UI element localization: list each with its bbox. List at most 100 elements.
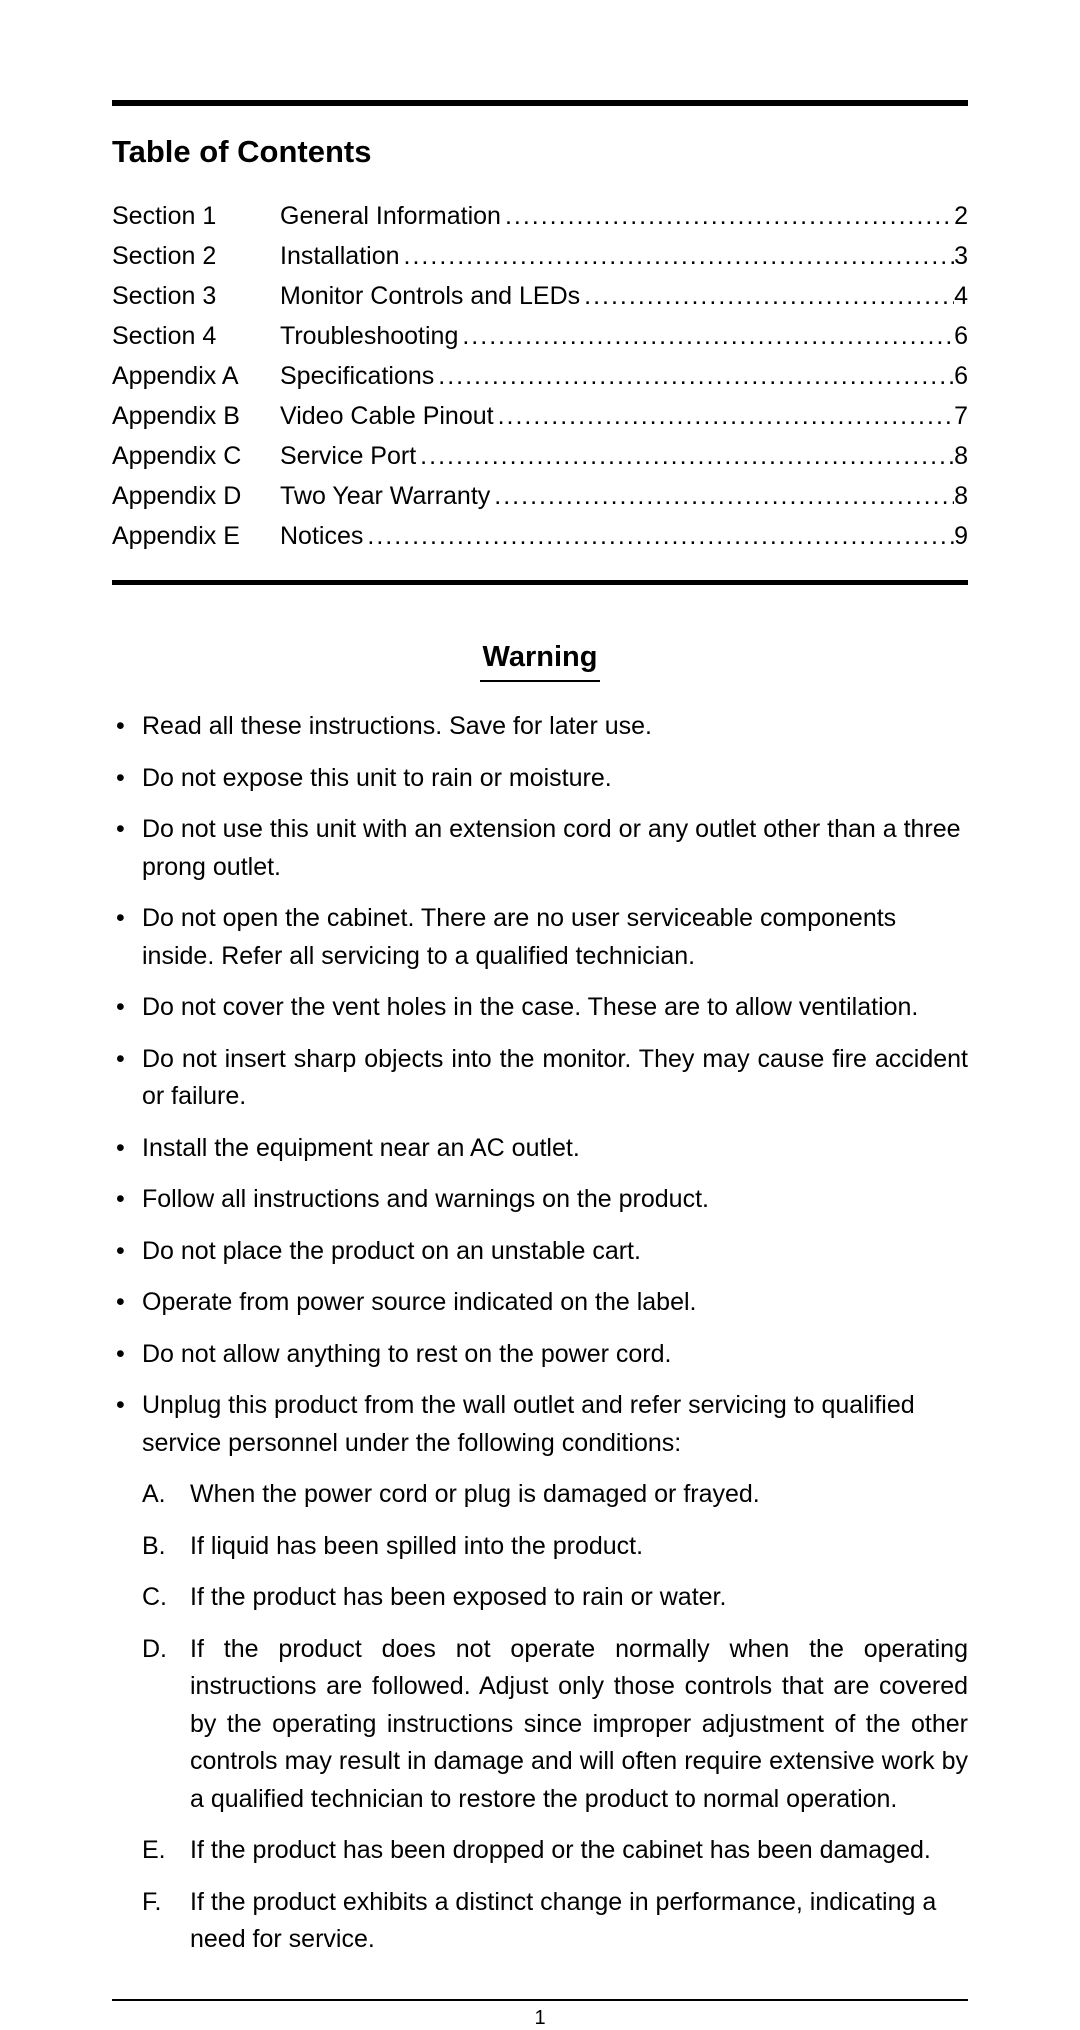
bullet-item: •Install the equipment near an AC outlet… xyxy=(112,1130,968,1168)
toc-row: Section 2Installation...................… xyxy=(112,236,968,276)
toc-row: Section 1General Information............… xyxy=(112,196,968,236)
sub-letter: B. xyxy=(142,1528,190,1566)
bullet-marker: • xyxy=(112,708,142,746)
toc-row: Appendix ENotices.......................… xyxy=(112,516,968,556)
bullet-marker: • xyxy=(112,1130,142,1168)
bullet-item: •Do not insert sharp objects into the mo… xyxy=(112,1041,968,1116)
sub-item: C.If the product has been exposed to rai… xyxy=(142,1579,968,1617)
toc-leader-dots: ........................................… xyxy=(494,396,955,436)
warning-bullets: •Read all these instructions. Save for l… xyxy=(112,708,968,1959)
toc-page-number: 6 xyxy=(954,356,968,396)
sub-text: If the product exhibits a distinct chang… xyxy=(190,1884,968,1959)
bullet-text: Do not allow anything to rest on the pow… xyxy=(142,1336,968,1374)
sub-text: If the product has been dropped or the c… xyxy=(190,1832,968,1870)
toc-leader-dots: ........................................… xyxy=(416,436,954,476)
sub-letter: C. xyxy=(142,1579,190,1617)
toc-page-number: 2 xyxy=(954,196,968,236)
toc-title: Table of Contents xyxy=(112,134,968,170)
toc-page-number: 4 xyxy=(954,276,968,316)
sub-item: A.When the power cord or plug is damaged… xyxy=(142,1476,968,1514)
toc-row: Appendix CService Port..................… xyxy=(112,436,968,476)
bullet-marker: • xyxy=(112,989,142,1027)
toc: Section 1General Information............… xyxy=(112,196,968,556)
bullet-text: Do not expose this unit to rain or moist… xyxy=(142,760,968,798)
bullet-marker: • xyxy=(112,1233,142,1271)
toc-page-number: 8 xyxy=(954,476,968,516)
bullet-text: Follow all instructions and warnings on … xyxy=(142,1181,968,1219)
sub-text: If liquid has been spilled into the prod… xyxy=(190,1528,968,1566)
toc-leader-dots: ........................................… xyxy=(458,316,954,356)
sub-item: B.If liquid has been spilled into the pr… xyxy=(142,1528,968,1566)
toc-entry-name: Two Year Warranty xyxy=(280,476,490,516)
toc-leader-dots: ........................................… xyxy=(400,236,955,276)
bullet-text: Read all these instructions. Save for la… xyxy=(142,708,968,746)
bullet-item: •Do not expose this unit to rain or mois… xyxy=(112,760,968,798)
toc-entry-name: Video Cable Pinout xyxy=(280,396,494,436)
bullet-text: Operate from power source indicated on t… xyxy=(142,1284,968,1322)
bullet-text: Do not use this unit with an extension c… xyxy=(142,811,968,886)
bullet-text: Do not insert sharp objects into the mon… xyxy=(142,1041,968,1116)
toc-row: Appendix DTwo Year Warranty.............… xyxy=(112,476,968,516)
toc-row: Appendix BVideo Cable Pinout............… xyxy=(112,396,968,436)
toc-leader-dots: ........................................… xyxy=(434,356,954,396)
warning-title: Warning xyxy=(112,641,968,674)
bullet-item: •Do not open the cabinet. There are no u… xyxy=(112,900,968,975)
top-rule xyxy=(112,100,968,106)
bullet-marker: • xyxy=(112,1336,142,1374)
toc-entry-name: Monitor Controls and LEDs xyxy=(280,276,580,316)
bullet-marker: • xyxy=(112,1387,142,1462)
bullet-item: •Do not allow anything to rest on the po… xyxy=(112,1336,968,1374)
bullet-text: Do not open the cabinet. There are no us… xyxy=(142,900,968,975)
sub-letter: F. xyxy=(142,1884,190,1959)
toc-label: Appendix B xyxy=(112,396,280,436)
toc-label: Section 2 xyxy=(112,236,280,276)
toc-label: Section 3 xyxy=(112,276,280,316)
footer-rule xyxy=(112,1999,968,2001)
toc-row: Appendix ASpecifications................… xyxy=(112,356,968,396)
bullet-marker: • xyxy=(112,900,142,975)
toc-label: Section 1 xyxy=(112,196,280,236)
bullet-marker: • xyxy=(112,1041,142,1116)
toc-entry-name: Service Port xyxy=(280,436,416,476)
toc-row: Section 4Troubleshooting................… xyxy=(112,316,968,356)
toc-entry-name: Troubleshooting xyxy=(280,316,458,356)
bullet-item: •Do not cover the vent holes in the case… xyxy=(112,989,968,1027)
toc-label: Section 4 xyxy=(112,316,280,356)
toc-page-number: 8 xyxy=(954,436,968,476)
toc-entry-name: Specifications xyxy=(280,356,434,396)
toc-label: Appendix C xyxy=(112,436,280,476)
bullet-marker: • xyxy=(112,811,142,886)
toc-entry-name: General Information xyxy=(280,196,501,236)
toc-leader-dots: ........................................… xyxy=(501,196,954,236)
document-page: Table of Contents Section 1General Infor… xyxy=(112,100,968,2030)
bullet-item: •Follow all instructions and warnings on… xyxy=(112,1181,968,1219)
toc-entry-name: Notices xyxy=(280,516,363,556)
toc-leader-dots: ........................................… xyxy=(490,476,954,516)
bullet-text: Install the equipment near an AC outlet. xyxy=(142,1130,968,1168)
sub-text: If the product has been exposed to rain … xyxy=(190,1579,968,1617)
mid-rule xyxy=(112,580,968,585)
bullet-item: •Read all these instructions. Save for l… xyxy=(112,708,968,746)
toc-entry-name: Installation xyxy=(280,236,400,276)
sub-letter: A. xyxy=(142,1476,190,1514)
bullet-text: Do not cover the vent holes in the case.… xyxy=(142,989,968,1027)
bullet-marker: • xyxy=(112,760,142,798)
toc-page-number: 6 xyxy=(954,316,968,356)
toc-leader-dots: ........................................… xyxy=(580,276,954,316)
toc-row: Section 3Monitor Controls and LEDs......… xyxy=(112,276,968,316)
sub-item: D.If the product does not operate normal… xyxy=(142,1631,968,1819)
bullet-text: Do not place the product on an unstable … xyxy=(142,1233,968,1271)
sub-letter: E. xyxy=(142,1832,190,1870)
toc-page-number: 3 xyxy=(954,236,968,276)
sub-item: E.If the product has been dropped or the… xyxy=(142,1832,968,1870)
sub-text: When the power cord or plug is damaged o… xyxy=(190,1476,968,1514)
toc-leader-dots: ........................................… xyxy=(363,516,954,556)
page-number: 1 xyxy=(112,2007,968,2030)
bullet-item: •Do not use this unit with an extension … xyxy=(112,811,968,886)
bullet-item: •Operate from power source indicated on … xyxy=(112,1284,968,1322)
bullet-item: •Unplug this product from the wall outle… xyxy=(112,1387,968,1462)
bullet-marker: • xyxy=(112,1284,142,1322)
toc-page-number: 9 xyxy=(954,516,968,556)
toc-label: Appendix A xyxy=(112,356,280,396)
sub-item: F.If the product exhibits a distinct cha… xyxy=(142,1884,968,1959)
